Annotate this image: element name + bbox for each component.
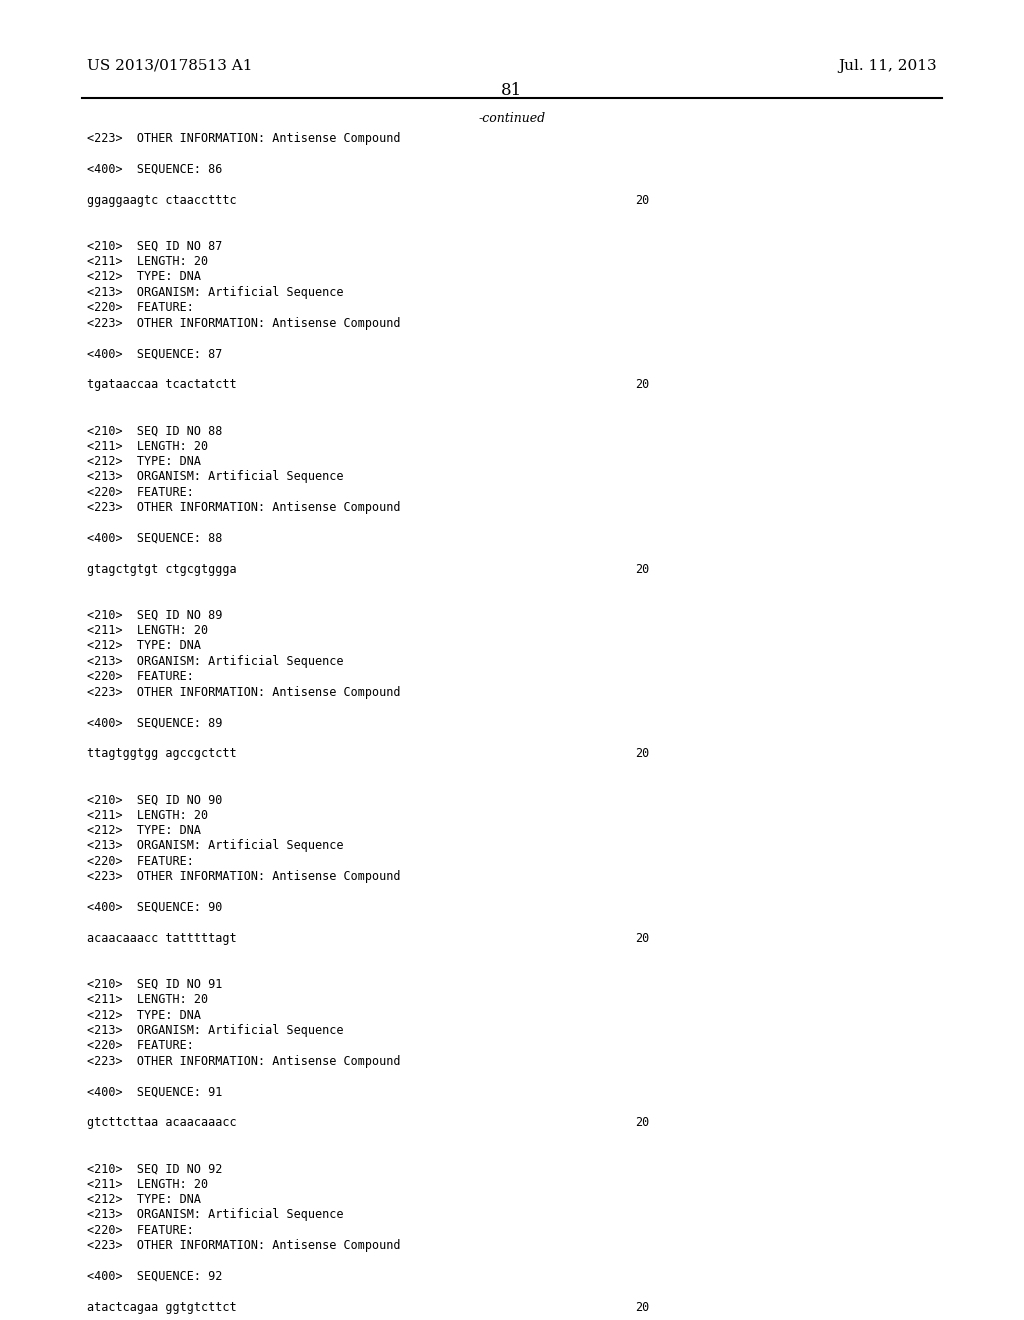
Text: <212>  TYPE: DNA: <212> TYPE: DNA: [87, 1008, 201, 1022]
Text: <210>  SEQ ID NO 89: <210> SEQ ID NO 89: [87, 609, 222, 622]
Text: <220>  FEATURE:: <220> FEATURE:: [87, 486, 194, 499]
Text: <400>  SEQUENCE: 92: <400> SEQUENCE: 92: [87, 1270, 222, 1283]
Text: 20: 20: [635, 194, 649, 206]
Text: Jul. 11, 2013: Jul. 11, 2013: [839, 58, 937, 73]
Text: 20: 20: [635, 378, 649, 391]
Text: <220>  FEATURE:: <220> FEATURE:: [87, 1224, 194, 1237]
Text: acaacaaacc tatttttagt: acaacaaacc tatttttagt: [87, 932, 237, 945]
Text: gtcttcttaa acaacaaacc: gtcttcttaa acaacaaacc: [87, 1117, 237, 1129]
Text: <210>  SEQ ID NO 91: <210> SEQ ID NO 91: [87, 978, 222, 991]
Text: <400>  SEQUENCE: 87: <400> SEQUENCE: 87: [87, 347, 222, 360]
Text: <223>  OTHER INFORMATION: Antisense Compound: <223> OTHER INFORMATION: Antisense Compo…: [87, 502, 400, 513]
Text: <400>  SEQUENCE: 89: <400> SEQUENCE: 89: [87, 717, 222, 730]
Text: <213>  ORGANISM: Artificial Sequence: <213> ORGANISM: Artificial Sequence: [87, 840, 343, 853]
Text: tgataaccaa tcactatctt: tgataaccaa tcactatctt: [87, 378, 237, 391]
Text: 20: 20: [635, 562, 649, 576]
Text: <213>  ORGANISM: Artificial Sequence: <213> ORGANISM: Artificial Sequence: [87, 470, 343, 483]
Text: <210>  SEQ ID NO 92: <210> SEQ ID NO 92: [87, 1163, 222, 1175]
Text: <220>  FEATURE:: <220> FEATURE:: [87, 301, 194, 314]
Text: <400>  SEQUENCE: 86: <400> SEQUENCE: 86: [87, 162, 222, 176]
Text: gtagctgtgt ctgcgtggga: gtagctgtgt ctgcgtggga: [87, 562, 237, 576]
Text: <210>  SEQ ID NO 90: <210> SEQ ID NO 90: [87, 793, 222, 807]
Text: <212>  TYPE: DNA: <212> TYPE: DNA: [87, 1193, 201, 1206]
Text: <223>  OTHER INFORMATION: Antisense Compound: <223> OTHER INFORMATION: Antisense Compo…: [87, 132, 400, 145]
Text: US 2013/0178513 A1: US 2013/0178513 A1: [87, 58, 253, 73]
Text: <210>  SEQ ID NO 88: <210> SEQ ID NO 88: [87, 424, 222, 437]
Text: ttagtggtgg agccgctctt: ttagtggtgg agccgctctt: [87, 747, 237, 760]
Text: <220>  FEATURE:: <220> FEATURE:: [87, 1039, 194, 1052]
Text: <213>  ORGANISM: Artificial Sequence: <213> ORGANISM: Artificial Sequence: [87, 286, 343, 298]
Text: <400>  SEQUENCE: 90: <400> SEQUENCE: 90: [87, 900, 222, 913]
Text: <400>  SEQUENCE: 88: <400> SEQUENCE: 88: [87, 532, 222, 545]
Text: <223>  OTHER INFORMATION: Antisense Compound: <223> OTHER INFORMATION: Antisense Compo…: [87, 1055, 400, 1068]
Text: <400>  SEQUENCE: 91: <400> SEQUENCE: 91: [87, 1085, 222, 1098]
Text: <210>  SEQ ID NO 87: <210> SEQ ID NO 87: [87, 240, 222, 252]
Text: <211>  LENGTH: 20: <211> LENGTH: 20: [87, 624, 208, 638]
Text: <223>  OTHER INFORMATION: Antisense Compound: <223> OTHER INFORMATION: Antisense Compo…: [87, 870, 400, 883]
Text: <212>  TYPE: DNA: <212> TYPE: DNA: [87, 455, 201, 467]
Text: <223>  OTHER INFORMATION: Antisense Compound: <223> OTHER INFORMATION: Antisense Compo…: [87, 1239, 400, 1253]
Text: <220>  FEATURE:: <220> FEATURE:: [87, 855, 194, 867]
Text: <220>  FEATURE:: <220> FEATURE:: [87, 671, 194, 684]
Text: <211>  LENGTH: 20: <211> LENGTH: 20: [87, 1177, 208, 1191]
Text: <211>  LENGTH: 20: <211> LENGTH: 20: [87, 255, 208, 268]
Text: 81: 81: [502, 82, 522, 99]
Text: <223>  OTHER INFORMATION: Antisense Compound: <223> OTHER INFORMATION: Antisense Compo…: [87, 317, 400, 330]
Text: -continued: -continued: [478, 112, 546, 125]
Text: <212>  TYPE: DNA: <212> TYPE: DNA: [87, 271, 201, 284]
Text: ggaggaagtc ctaacctttc: ggaggaagtc ctaacctttc: [87, 194, 237, 206]
Text: <211>  LENGTH: 20: <211> LENGTH: 20: [87, 993, 208, 1006]
Text: <211>  LENGTH: 20: <211> LENGTH: 20: [87, 440, 208, 453]
Text: <213>  ORGANISM: Artificial Sequence: <213> ORGANISM: Artificial Sequence: [87, 1209, 343, 1221]
Text: <212>  TYPE: DNA: <212> TYPE: DNA: [87, 639, 201, 652]
Text: <213>  ORGANISM: Artificial Sequence: <213> ORGANISM: Artificial Sequence: [87, 655, 343, 668]
Text: <211>  LENGTH: 20: <211> LENGTH: 20: [87, 809, 208, 821]
Text: <212>  TYPE: DNA: <212> TYPE: DNA: [87, 824, 201, 837]
Text: 20: 20: [635, 932, 649, 945]
Text: <223>  OTHER INFORMATION: Antisense Compound: <223> OTHER INFORMATION: Antisense Compo…: [87, 685, 400, 698]
Text: <213>  ORGANISM: Artificial Sequence: <213> ORGANISM: Artificial Sequence: [87, 1024, 343, 1038]
Text: 20: 20: [635, 747, 649, 760]
Text: 20: 20: [635, 1300, 649, 1313]
Text: atactcagaa ggtgtcttct: atactcagaa ggtgtcttct: [87, 1300, 237, 1313]
Text: 20: 20: [635, 1117, 649, 1129]
